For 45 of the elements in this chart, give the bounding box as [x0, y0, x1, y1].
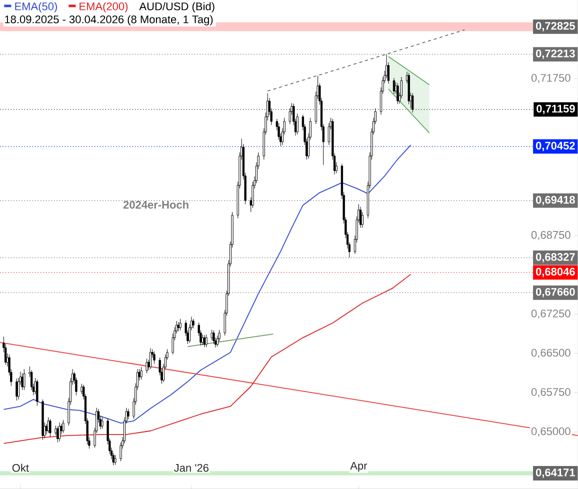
x-tick-label: Okt: [12, 464, 29, 472]
candlestick: [205, 334, 208, 348]
ref-line-label: 0,68327: [536, 253, 575, 262]
ref-line-label: 0,72213: [536, 50, 575, 59]
candlestick: [202, 334, 204, 346]
ref-line-label: 0,69418: [536, 196, 575, 206]
candlestick: [396, 82, 399, 104]
candlestick: [16, 378, 18, 401]
y-tick-label: 0,65000: [531, 427, 570, 436]
band-label: 0,64171: [536, 468, 575, 478]
candlestick: [23, 368, 26, 390]
candlestick: [210, 330, 213, 341]
y-tick-label: 0,66500: [531, 348, 570, 358]
legend-label: EMA(50): [15, 2, 57, 12]
candlestick: [47, 417, 50, 434]
y-tick-label: 0,68750: [531, 231, 570, 240]
candlestick: [127, 408, 130, 420]
candlestick: [146, 358, 148, 374]
candlestick: [212, 330, 215, 344]
candlestick: [114, 454, 116, 466]
candlestick: [192, 318, 194, 329]
ref-line-label: 0,70452: [536, 142, 575, 152]
ref-line-label: 0,71159: [536, 104, 575, 114]
y-tick-label: 0,71750: [531, 74, 570, 84]
y-tick-label: 0,67250: [531, 310, 570, 319]
x-tick-label: Jan '26: [174, 464, 208, 472]
candlestick: [62, 420, 64, 434]
annotation: 2024er-Hoch: [123, 200, 188, 209]
ref-line-label: 0,67660: [536, 288, 575, 298]
candlestick: [36, 379, 38, 406]
line-series: [3, 144, 412, 424]
x-tick-label: Apr: [350, 462, 368, 472]
text: 18.09.2025 - 30.04.2026 (8 Monate, 1 Tag): [5, 15, 213, 26]
candlestick: [179, 318, 182, 331]
chart-title: AUD/USD (Bid): [139, 2, 214, 12]
y-tick-label: 0,65750: [531, 388, 570, 398]
candlestick: [56, 426, 59, 443]
candlestick: [140, 366, 142, 380]
line-series: [3, 274, 412, 444]
candlestick: [153, 351, 156, 364]
legend-label: EMA(200): [80, 2, 128, 12]
candlestick: [49, 418, 52, 438]
band-label: 0,72825: [536, 22, 575, 32]
ref-line-label: 0,68046: [536, 268, 575, 278]
candlestick: [101, 417, 104, 430]
